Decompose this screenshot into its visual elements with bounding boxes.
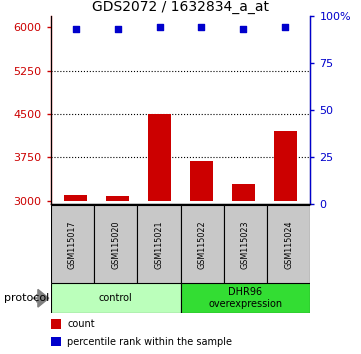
Bar [180, 283, 310, 313]
Title: GDS2072 / 1632834_a_at: GDS2072 / 1632834_a_at [92, 0, 269, 13]
Bar [232, 184, 255, 201]
Bar [180, 205, 224, 283]
Point [115, 26, 121, 32]
Text: GSM115020: GSM115020 [111, 220, 120, 269]
Bar [190, 161, 213, 201]
Text: GSM115021: GSM115021 [155, 220, 163, 269]
Point [199, 24, 204, 30]
Bar [148, 114, 171, 201]
Bar [267, 205, 310, 283]
Text: GSM115023: GSM115023 [241, 220, 250, 269]
Text: GSM115017: GSM115017 [68, 220, 77, 269]
Text: protocol: protocol [4, 293, 49, 303]
Text: GSM115024: GSM115024 [284, 220, 293, 269]
Bar [106, 196, 129, 201]
Point [73, 26, 79, 32]
Text: DHR96
overexpression: DHR96 overexpression [208, 287, 283, 309]
Bar [64, 195, 87, 201]
Text: percentile rank within the sample: percentile rank within the sample [68, 337, 232, 347]
Point [240, 26, 246, 32]
Bar [51, 205, 94, 283]
Bar [94, 205, 137, 283]
Bar [137, 205, 180, 283]
Text: count: count [68, 319, 95, 329]
Text: GSM115022: GSM115022 [198, 220, 206, 269]
Bar [274, 131, 297, 201]
Text: control: control [99, 293, 132, 303]
Point [157, 24, 162, 30]
Bar [51, 319, 61, 329]
Bar [51, 283, 180, 313]
Bar [51, 337, 61, 346]
Point [282, 24, 288, 30]
Bar [224, 205, 267, 283]
